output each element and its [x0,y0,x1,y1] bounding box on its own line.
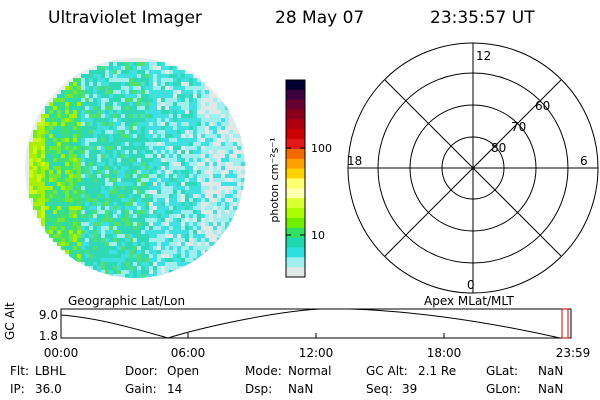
colorbar-cell [286,89,305,101]
polar-lat-80: 80 [491,141,506,155]
colorbar-cell [286,129,305,140]
colorbar-cell [286,168,305,180]
time-label: 23:35:57 UT [430,8,535,28]
glon-label: GLon: [486,382,521,396]
gcalt-label: GC Alt: [366,364,408,378]
polar-mlt-0: 0 [467,278,475,292]
polar-mlt-6: 6 [580,154,588,168]
polar-lat-60: 60 [535,99,550,113]
colorbar-cell [286,109,305,120]
ip-value: 36.0 [35,382,62,396]
colorbar-cell [286,139,305,150]
colorbar-cell [286,237,305,249]
dsp-label: Dsp: [245,382,273,396]
colorbar-cell [286,99,305,111]
time-tick-0000: 00:00 [44,346,79,360]
date-label: 28 May 07 [275,8,365,28]
current-time-marker [561,308,569,339]
altitude-curve [60,308,561,339]
time-tick-0600: 06:00 [171,346,206,360]
ip-label: IP: [10,382,25,396]
gain-value: 14 [167,382,183,396]
uv-disk-image [25,58,245,278]
colorbar-cell [286,188,305,199]
dsp-value: NaN [288,382,314,396]
colorbar-cell [286,158,305,170]
colorbar-cell [286,257,305,268]
altitude-plot: GC Alt 9.0 1.8 00:00 06:00 12:00 18:00 2… [3,302,590,360]
mode-label: Mode: [245,364,282,378]
flt-label: Flt: [10,364,29,378]
colorbar-tick-100: 100 [311,142,332,155]
time-tick-1800: 18:00 [427,346,462,360]
polar-mlt-18: 18 [347,154,362,168]
colorbar-cell [286,119,305,130]
apex-projection-label: Apex MLat/MLT [424,294,514,308]
colorbar-cell [286,148,305,160]
gain-label: Gain: [125,382,157,396]
mode-value: Normal [288,364,332,378]
altitude-tick-low: 1.8 [39,329,58,343]
glat-value: NaN [538,364,564,378]
colorbar-cell [286,178,305,189]
colorbar-cell [286,247,305,258]
glat-label: GLat: [486,364,519,378]
glon-value: NaN [538,382,564,396]
instrument-title: Ultraviolet Imager [48,8,202,28]
colorbar-cell [286,217,305,229]
time-tick-1200: 12:00 [299,346,334,360]
colorbar-tick-10: 10 [311,229,325,242]
gcalt-value: 2.1 Re [418,364,457,378]
polar-lat-70: 70 [511,120,526,134]
seq-value: 39 [402,382,418,396]
color-scale-bar: 100 10 photon cm⁻²s⁻¹ [268,79,332,278]
colorbar-cell [286,267,305,278]
time-tick-2359: 23:59 [556,346,591,360]
flt-value: LBHL [35,364,66,378]
colorbar-cell [286,227,305,239]
polar-mlt-12: 12 [476,49,491,63]
geographic-projection-label: Geographic Lat/Lon [68,294,185,308]
door-label: Door: [125,364,158,378]
colorbar-cell [286,80,305,91]
colorbar-cell [286,208,305,219]
altitude-axis-label: GC Alt [3,302,17,340]
colorbar-unit-label: photon cm⁻²s⁻¹ [268,137,281,222]
polar-grid [347,42,599,294]
door-value: Open [167,364,200,378]
colorbar-cell [286,198,305,209]
altitude-tick-high: 9.0 [39,308,58,322]
seq-label: Seq: [366,382,393,396]
